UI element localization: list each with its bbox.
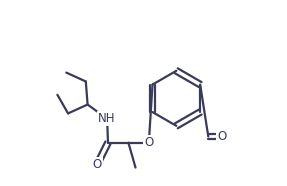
Text: O: O — [144, 136, 154, 149]
Text: O: O — [217, 130, 226, 143]
Text: O: O — [93, 158, 102, 171]
Text: NH: NH — [98, 112, 116, 125]
